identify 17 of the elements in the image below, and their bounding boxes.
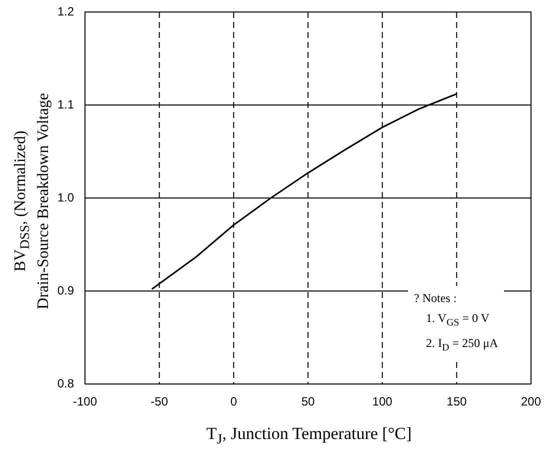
x-tick-label: -50 bbox=[150, 394, 168, 409]
y-tick-label: 0.8 bbox=[57, 376, 74, 390]
annotation: ? Notes : bbox=[414, 290, 458, 307]
x-tick-label: -100 bbox=[72, 394, 98, 409]
annotation: 1. V$_{GS}$ = 0 V bbox=[425, 310, 490, 330]
y-tick-label: 1.2 bbox=[57, 4, 74, 18]
x-tick-label: 200 bbox=[520, 394, 542, 409]
y-tick-label: 1.1 bbox=[57, 97, 74, 112]
x-tick-label: 50 bbox=[301, 394, 315, 409]
x-tick-label: 100 bbox=[372, 394, 393, 409]
y-tick-label: 0.9 bbox=[57, 283, 74, 298]
text: Drain-Source Breakdown Voltage bbox=[35, 92, 52, 310]
x-tick-label: 150 bbox=[446, 394, 467, 409]
annotation: 2. I$_{D}$ = 250 μA bbox=[425, 335, 498, 356]
x-tick-label: 0 bbox=[230, 394, 238, 409]
y-tick-label: 1.0 bbox=[57, 190, 74, 204]
x-axis-title: T$_{J}$, Junction Temperature [°C] bbox=[205, 424, 413, 448]
